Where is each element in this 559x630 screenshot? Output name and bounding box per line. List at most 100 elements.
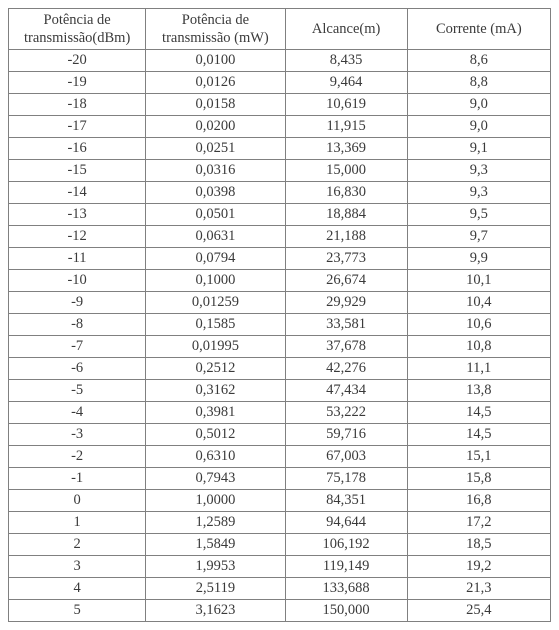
- table-cell: 0,5012: [146, 424, 285, 446]
- table-cell: 15,000: [285, 160, 407, 182]
- table-cell: 0,0100: [146, 50, 285, 72]
- table-cell: 106,192: [285, 534, 407, 556]
- table-cell: 0,0794: [146, 248, 285, 270]
- table-cell: 119,149: [285, 556, 407, 578]
- table-cell: 75,178: [285, 468, 407, 490]
- table-cell: 14,5: [407, 402, 550, 424]
- table-cell: -10: [9, 270, 146, 292]
- table-cell: 37,678: [285, 336, 407, 358]
- table-cell: 94,644: [285, 512, 407, 534]
- table-cell: 5: [9, 600, 146, 622]
- table-cell: 0,01995: [146, 336, 285, 358]
- table-cell: 16,830: [285, 182, 407, 204]
- table-row: 42,5119133,68821,3: [9, 578, 551, 600]
- table-cell: 133,688: [285, 578, 407, 600]
- col-header-alcance: Alcance(m): [285, 9, 407, 50]
- table-row: 11,258994,64417,2: [9, 512, 551, 534]
- table-cell: -5: [9, 380, 146, 402]
- table-cell: 23,773: [285, 248, 407, 270]
- table-cell: -2: [9, 446, 146, 468]
- table-cell: 150,000: [285, 600, 407, 622]
- table-cell: 10,1: [407, 270, 550, 292]
- table-cell: 8,8: [407, 72, 550, 94]
- table-cell: 9,5: [407, 204, 550, 226]
- table-cell: 0,0631: [146, 226, 285, 248]
- table-cell: 9,0: [407, 94, 550, 116]
- table-cell: 1: [9, 512, 146, 534]
- table-cell: 10,619: [285, 94, 407, 116]
- table-cell: -17: [9, 116, 146, 138]
- table-cell: 18,884: [285, 204, 407, 226]
- table-row: -20,631067,00315,1: [9, 446, 551, 468]
- table-cell: 16,8: [407, 490, 550, 512]
- table-cell: 21,188: [285, 226, 407, 248]
- table-cell: 0,3162: [146, 380, 285, 402]
- table-row: -80,158533,58110,6: [9, 314, 551, 336]
- table-cell: 0,1000: [146, 270, 285, 292]
- table-cell: 18,5: [407, 534, 550, 556]
- table-cell: 9,0: [407, 116, 550, 138]
- table-cell: -18: [9, 94, 146, 116]
- table-row: 21,5849106,19218,5: [9, 534, 551, 556]
- table-cell: 1,5849: [146, 534, 285, 556]
- table-row: -110,079423,7739,9: [9, 248, 551, 270]
- table-cell: 4: [9, 578, 146, 600]
- table-cell: 10,8: [407, 336, 550, 358]
- table-cell: 0,3981: [146, 402, 285, 424]
- table-cell: -12: [9, 226, 146, 248]
- table-cell: -14: [9, 182, 146, 204]
- table-row: -10,794375,17815,8: [9, 468, 551, 490]
- table-cell: -4: [9, 402, 146, 424]
- table-cell: 9,7: [407, 226, 550, 248]
- table-row: -150,031615,0009,3: [9, 160, 551, 182]
- table-row: -170,020011,9159,0: [9, 116, 551, 138]
- table-cell: -11: [9, 248, 146, 270]
- table-cell: -20: [9, 50, 146, 72]
- table-header: Potência de transmissão(dBm) Potência de…: [9, 9, 551, 50]
- table-cell: 0,01259: [146, 292, 285, 314]
- table-row: -190,01269,4648,8: [9, 72, 551, 94]
- table-row: -60,251242,27611,1: [9, 358, 551, 380]
- table-cell: 11,1: [407, 358, 550, 380]
- col-header-dbm: Potência de transmissão(dBm): [9, 9, 146, 50]
- table-cell: 10,4: [407, 292, 550, 314]
- table-cell: 9,464: [285, 72, 407, 94]
- table-cell: 59,716: [285, 424, 407, 446]
- table-cell: 13,8: [407, 380, 550, 402]
- table-row: -30,501259,71614,5: [9, 424, 551, 446]
- table-cell: 1,2589: [146, 512, 285, 534]
- table-cell: -9: [9, 292, 146, 314]
- table-row: 01,000084,35116,8: [9, 490, 551, 512]
- table-cell: 9,1: [407, 138, 550, 160]
- table-cell: 15,8: [407, 468, 550, 490]
- table-cell: 19,2: [407, 556, 550, 578]
- table-header-row: Potência de transmissão(dBm) Potência de…: [9, 9, 551, 50]
- table-cell: 0,0200: [146, 116, 285, 138]
- table-cell: 2: [9, 534, 146, 556]
- table-cell: 3,1623: [146, 600, 285, 622]
- table-row: -90,0125929,92910,4: [9, 292, 551, 314]
- col-header-label: Alcance(m): [312, 21, 380, 37]
- table-cell: 84,351: [285, 490, 407, 512]
- table-cell: 0,6310: [146, 446, 285, 468]
- table-cell: 53,222: [285, 402, 407, 424]
- table-cell: 0,0501: [146, 204, 285, 226]
- table-cell: -15: [9, 160, 146, 182]
- table-cell: 10,6: [407, 314, 550, 336]
- table-cell: 0,2512: [146, 358, 285, 380]
- table-cell: 67,003: [285, 446, 407, 468]
- table-cell: 8,6: [407, 50, 550, 72]
- col-header-mw: Potência de transmissão (mW): [146, 9, 285, 50]
- table-cell: 47,434: [285, 380, 407, 402]
- table-cell: 13,369: [285, 138, 407, 160]
- table-cell: 1,0000: [146, 490, 285, 512]
- table-cell: 17,2: [407, 512, 550, 534]
- col-header-label: Potência de transmissão (mW): [162, 12, 269, 46]
- table-cell: 42,276: [285, 358, 407, 380]
- table-cell: 14,5: [407, 424, 550, 446]
- table-cell: 0,0158: [146, 94, 285, 116]
- table-body: -200,01008,4358,6-190,01269,4648,8-180,0…: [9, 50, 551, 622]
- table-cell: 33,581: [285, 314, 407, 336]
- table-cell: 0,0126: [146, 72, 285, 94]
- table-cell: -1: [9, 468, 146, 490]
